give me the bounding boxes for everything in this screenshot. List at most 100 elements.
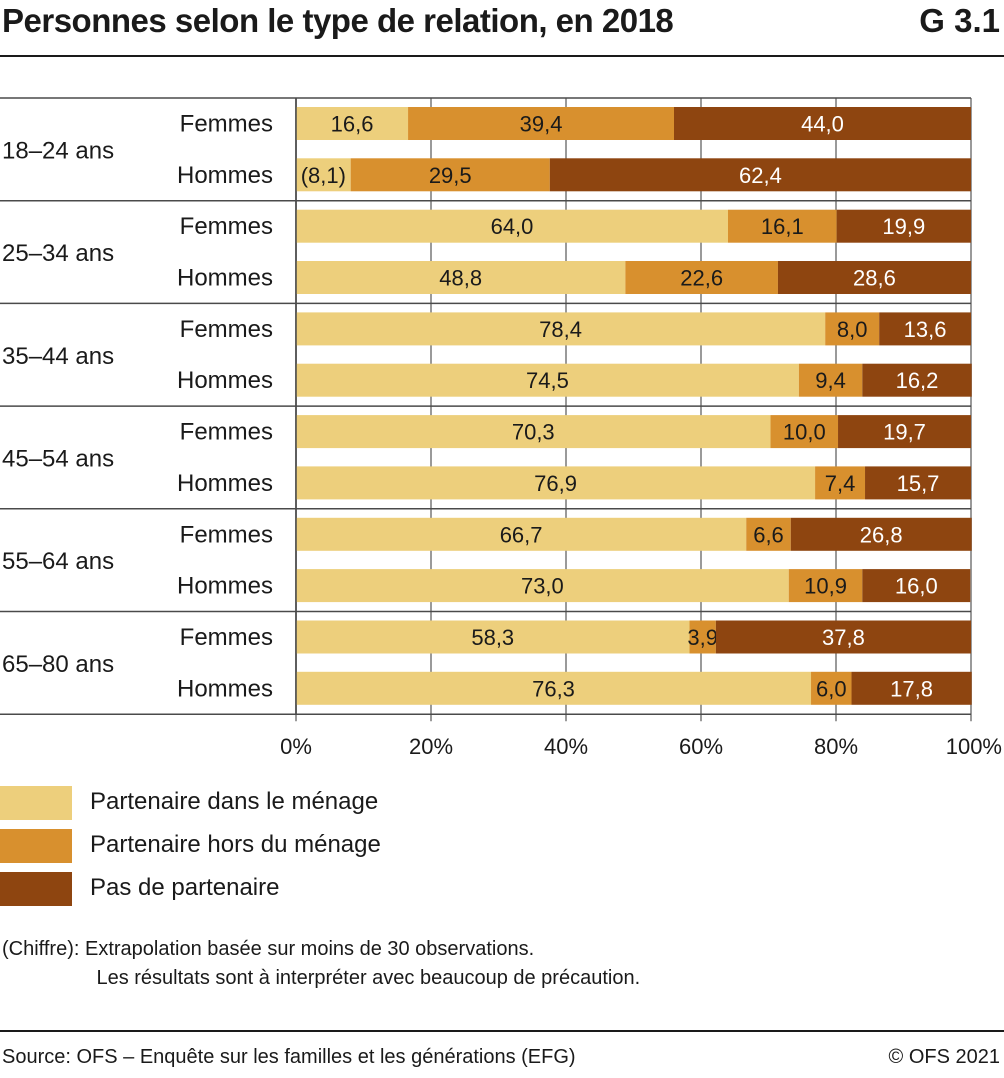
bar-segment bbox=[815, 466, 866, 500]
data-label: 9,4 bbox=[815, 368, 846, 393]
data-label: 39,4 bbox=[520, 112, 563, 137]
x-tick-label: 0% bbox=[280, 734, 312, 759]
data-label: 64,0 bbox=[491, 214, 534, 239]
data-label: 16,1 bbox=[761, 214, 804, 239]
subcategory-label: Femmes bbox=[180, 316, 273, 343]
bar-segment bbox=[296, 569, 789, 603]
bar-segment bbox=[825, 312, 880, 346]
bar-segment bbox=[296, 107, 409, 140]
data-label: 66,7 bbox=[500, 522, 543, 547]
data-label: 48,8 bbox=[439, 266, 482, 291]
subcategory-label: Hommes bbox=[177, 573, 273, 600]
bar-segment bbox=[836, 209, 971, 243]
source-text: Source: OFS – Enquête sur les familles e… bbox=[2, 1046, 576, 1068]
data-label: 19,7 bbox=[883, 420, 926, 445]
bar-segment bbox=[851, 671, 972, 705]
data-label: 8,0 bbox=[837, 317, 868, 342]
legend-item: Pas de partenaire bbox=[0, 872, 500, 906]
group-label: 35–44 ans bbox=[2, 343, 114, 370]
data-label: 76,3 bbox=[532, 676, 575, 701]
legend-item: Partenaire hors du ménage bbox=[0, 829, 500, 863]
x-tick-label: 60% bbox=[679, 734, 723, 759]
subcategory-label: Femmes bbox=[180, 213, 273, 240]
legend-label: Partenaire dans le ménage bbox=[90, 788, 379, 815]
data-label: 74,5 bbox=[526, 368, 569, 393]
bar-segment bbox=[879, 312, 971, 346]
bar-segment bbox=[715, 620, 971, 654]
bar-segment bbox=[296, 620, 690, 654]
data-label: 19,9 bbox=[882, 214, 925, 239]
subcategory-label: Femmes bbox=[180, 111, 273, 138]
group-label: 55–64 ans bbox=[2, 548, 114, 575]
x-tick-label: 40% bbox=[544, 734, 588, 759]
data-label: 58,3 bbox=[471, 625, 514, 650]
bar-segment bbox=[788, 569, 863, 603]
bar-segment bbox=[777, 261, 971, 294]
data-label: 16,2 bbox=[896, 368, 939, 393]
bar-segment bbox=[770, 415, 839, 449]
data-label: 3,9 bbox=[687, 625, 718, 650]
data-label: 16,0 bbox=[895, 574, 938, 599]
bar-segment bbox=[838, 415, 971, 449]
bar-segment bbox=[798, 363, 863, 397]
bar-segment bbox=[350, 158, 550, 192]
stacked-bar-chart: 18–24 ans Femmes 16,6 39,4 44,0 Hommes (8,1) 29… bbox=[0, 97, 1002, 759]
x-tick-label: 80% bbox=[814, 734, 858, 759]
copyright-text: © OFS 2021 bbox=[888, 1046, 1000, 1068]
data-label: 62,4 bbox=[739, 163, 782, 188]
subcategory-label: Hommes bbox=[177, 265, 273, 292]
data-label: 28,6 bbox=[853, 266, 896, 291]
group-label: 18–24 ans bbox=[2, 137, 114, 164]
data-label: 13,6 bbox=[904, 317, 947, 342]
bar-segment bbox=[296, 517, 747, 551]
footnote: (Chiffre): Extrapolation basée sur moins… bbox=[2, 938, 641, 989]
bar-segment bbox=[549, 158, 971, 192]
chart-title: Personnes selon le type de relation, en … bbox=[2, 2, 674, 39]
legend-swatch bbox=[0, 872, 72, 906]
bar-segment bbox=[296, 363, 799, 397]
bar-segment bbox=[296, 261, 626, 294]
bar-segment bbox=[625, 261, 778, 294]
footer-rule bbox=[0, 1030, 1004, 1032]
bar-segment bbox=[296, 671, 812, 705]
x-tick-label: 20% bbox=[409, 734, 453, 759]
bar-segment bbox=[296, 209, 728, 243]
legend-swatch bbox=[0, 786, 72, 820]
legend-swatch bbox=[0, 829, 72, 863]
figure-number: G 3.1 bbox=[919, 2, 1000, 39]
subcategory-label: Hommes bbox=[177, 470, 273, 497]
subcategory-label: Hommes bbox=[177, 675, 273, 702]
bar-segment bbox=[865, 466, 971, 500]
legend-label: Partenaire hors du ménage bbox=[90, 831, 381, 858]
bar-segment bbox=[746, 517, 791, 551]
group-label: 65–80 ans bbox=[2, 651, 114, 678]
bar-segment bbox=[296, 158, 351, 192]
x-tick-label: 100% bbox=[946, 734, 1002, 759]
title-rule bbox=[0, 55, 1004, 57]
data-label: 16,6 bbox=[331, 112, 374, 137]
subcategory-label: Hommes bbox=[177, 367, 273, 394]
data-label: 37,8 bbox=[822, 625, 865, 650]
data-label: 17,8 bbox=[890, 676, 933, 701]
data-label: 6,6 bbox=[753, 522, 784, 547]
data-label: 70,3 bbox=[512, 420, 555, 445]
bar-segment bbox=[408, 107, 674, 140]
data-label: 26,8 bbox=[860, 522, 903, 547]
data-label: 78,4 bbox=[539, 317, 582, 342]
subcategory-label: Femmes bbox=[180, 521, 273, 548]
group-label: 25–34 ans bbox=[2, 240, 114, 267]
data-label: 22,6 bbox=[680, 266, 723, 291]
data-label: 73,0 bbox=[521, 574, 564, 599]
bar-segment bbox=[862, 363, 972, 397]
bar-segment bbox=[728, 209, 837, 243]
data-label: (8,1) bbox=[301, 163, 346, 188]
data-label: 15,7 bbox=[897, 471, 940, 496]
data-label: 10,0 bbox=[783, 420, 826, 445]
bar-segment bbox=[689, 620, 716, 654]
legend-label: Pas de partenaire bbox=[90, 874, 280, 901]
bar-segment bbox=[296, 415, 771, 449]
group-label: 45–54 ans bbox=[2, 445, 114, 472]
subcategory-label: Femmes bbox=[180, 419, 273, 446]
data-label: 7,4 bbox=[825, 471, 856, 496]
bar-segment bbox=[862, 569, 971, 603]
